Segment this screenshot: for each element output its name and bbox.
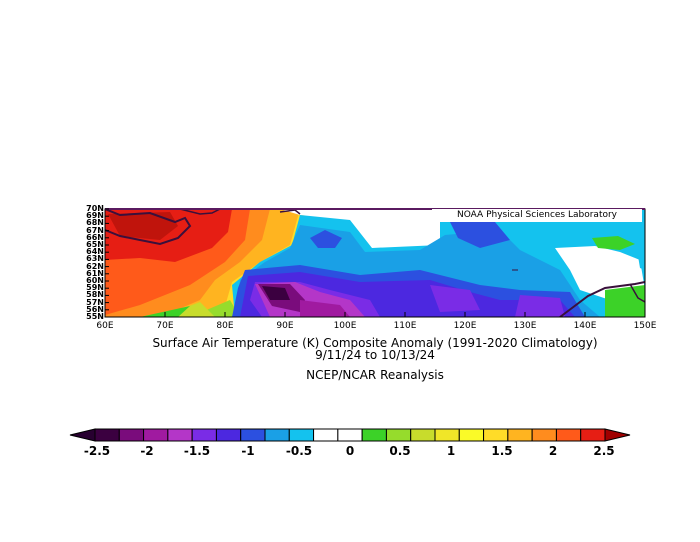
lon-label: 110E (393, 321, 417, 331)
colorbar-swatch (118, 428, 145, 442)
lat-label: 60N (86, 276, 104, 285)
lat-label: 63N (86, 254, 104, 264)
colorbar-swatch (313, 428, 339, 442)
lat-label: 70N (86, 204, 104, 213)
colorbar-swatch (288, 428, 315, 442)
colorbar-label: -1 (241, 444, 255, 458)
colorbar-label: 0 (345, 444, 355, 458)
lon-label: 80E (216, 321, 234, 331)
colorbar-label: 1.5 (491, 444, 513, 458)
colorbar-label: 0.5 (389, 444, 411, 458)
lat-label: 68N (86, 218, 104, 228)
lat-label: 59N (86, 283, 104, 293)
lat-label: 62N (86, 261, 104, 271)
colorbar-label: -2.5 (83, 444, 111, 458)
lat-label: 65N (86, 240, 104, 249)
colorbar-swatch (580, 428, 606, 442)
lon-label: 150E (633, 321, 657, 331)
lon-label: 70E (156, 321, 174, 331)
lat-label: 69N (86, 211, 104, 221)
colorbar-swatch (507, 428, 533, 442)
lat-label: 66N (86, 232, 104, 242)
colorbar-swatch (240, 428, 266, 442)
colorbar-label: 1 (446, 444, 456, 458)
colorbar-swatch (458, 428, 485, 442)
lat-label: 67N (86, 225, 104, 235)
lon-label: 100E (333, 321, 357, 331)
colorbar-swatch (361, 428, 387, 442)
lon-label: 90E (276, 321, 294, 331)
colorbar-label: -1.5 (183, 444, 211, 458)
colorbar-swatch (191, 428, 217, 442)
lon-label: 130E (513, 321, 537, 331)
colorbar-swatch (531, 428, 557, 442)
colorbar-swatch (264, 428, 290, 442)
colorbar-label: -0.5 (285, 444, 313, 458)
colorbar-swatch (410, 428, 436, 442)
lat-label: 61N (86, 268, 104, 278)
colorbar-right-arrow (604, 428, 631, 442)
colorbar-label: -2 (140, 444, 154, 458)
colorbar-swatch (215, 428, 242, 442)
colorbar-label: 2.5 (593, 444, 615, 458)
lat-label: 57N (86, 297, 104, 307)
colorbar-swatch (167, 428, 193, 442)
lon-label: 120E (453, 321, 477, 331)
lat-label: 55N (86, 312, 104, 321)
credit-label: NOAA Physical Sciences Laboratory (432, 209, 642, 222)
colorbar-swatch (385, 428, 412, 442)
colorbar-swatch (434, 428, 460, 442)
date-range: 9/11/24 to 10/13/24 (315, 348, 435, 362)
lat-label: 64N (86, 247, 104, 257)
colorbar-label: 2 (548, 444, 558, 458)
colorbar-swatch (94, 428, 120, 442)
source-label: NCEP/NCAR Reanalysis (306, 368, 444, 382)
colorbar-swatch (555, 428, 582, 442)
lon-label: 140E (573, 321, 597, 331)
lat-label: 56N (86, 304, 104, 314)
colorbar-swatch (143, 428, 169, 442)
colorbar-swatch (483, 428, 509, 442)
colorbar-swatch (337, 428, 363, 442)
map-title: Surface Air Temperature (K) Composite An… (152, 336, 598, 350)
colorbar-left-arrow (69, 428, 96, 442)
lat-label: 58N (86, 290, 104, 300)
lon-label: 60E (96, 321, 114, 331)
anomaly-field (105, 209, 645, 317)
colorbar (69, 428, 631, 442)
